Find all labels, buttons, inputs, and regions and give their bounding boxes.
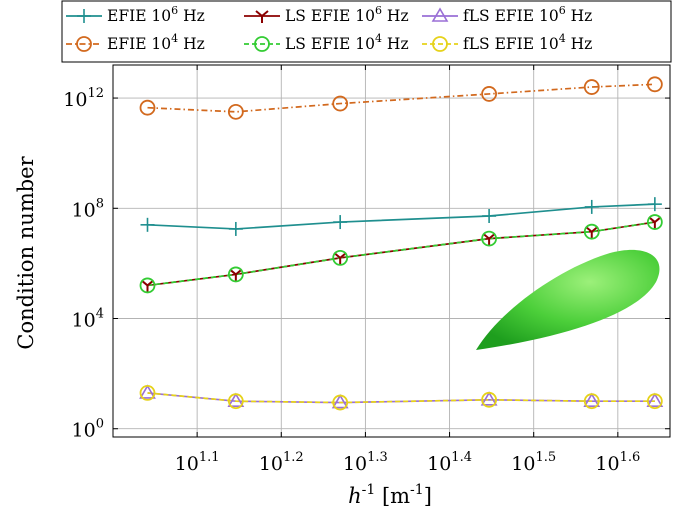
marker-circle bbox=[432, 36, 448, 52]
marker-triangle bbox=[646, 392, 664, 407]
x-tick-label: 101.6 bbox=[595, 450, 640, 475]
marker-triangle bbox=[583, 392, 601, 407]
series-line bbox=[147, 203, 655, 230]
marker-tri-left bbox=[255, 10, 263, 17]
plot-frame bbox=[112, 64, 671, 438]
marker-circle bbox=[139, 99, 156, 116]
marker-circle bbox=[227, 393, 244, 410]
marker-plus bbox=[647, 197, 662, 212]
marker-plus bbox=[140, 217, 155, 232]
legend-label: fLS EFIE 106 Hz bbox=[463, 4, 592, 25]
marker-triangle bbox=[331, 393, 349, 409]
y-tick-label: 108 bbox=[72, 196, 104, 221]
marker-tri-right bbox=[261, 10, 269, 17]
legend-label: EFIE 104 Hz bbox=[107, 32, 205, 53]
marker-plus bbox=[333, 215, 348, 230]
marker-circle bbox=[254, 36, 270, 52]
ellipsoid-inset-image bbox=[476, 249, 660, 350]
marker-circle bbox=[646, 393, 663, 410]
x-tick-label: 101.2 bbox=[259, 450, 304, 475]
ticks bbox=[113, 65, 670, 437]
marker-circle bbox=[583, 223, 600, 240]
legend-label: LS EFIE 104 Hz bbox=[285, 32, 409, 53]
marker-triangle bbox=[227, 392, 245, 407]
marker-circle bbox=[481, 230, 498, 247]
series-line bbox=[147, 83, 655, 113]
marker-circle bbox=[646, 76, 663, 93]
series-line bbox=[147, 392, 655, 404]
x-tick-label: 101.5 bbox=[511, 450, 556, 475]
marker-circle bbox=[646, 214, 663, 230]
plot-area bbox=[112, 64, 671, 438]
x-tick-label: 101.4 bbox=[427, 450, 472, 475]
marker-plus bbox=[482, 209, 497, 224]
marker-plus bbox=[584, 199, 599, 214]
marker-circle bbox=[481, 391, 498, 408]
marker-circle bbox=[139, 385, 156, 401]
legend-box bbox=[61, 0, 672, 63]
grid bbox=[113, 65, 670, 437]
marker-circle bbox=[332, 394, 349, 411]
marker-tri bbox=[255, 10, 269, 23]
x-tick-label: 101.1 bbox=[175, 450, 220, 475]
marker-circle bbox=[227, 103, 244, 120]
marker-circle bbox=[332, 95, 349, 112]
y-tick-labels: 100 104 108 1012 bbox=[63, 86, 104, 442]
marker-plus bbox=[228, 221, 243, 236]
y-tick-label: 1012 bbox=[63, 86, 104, 111]
series-markers bbox=[139, 76, 664, 411]
series-line bbox=[147, 221, 655, 287]
y-axis-label: Condition number bbox=[14, 155, 38, 349]
x-axis-label: h-1 [m-1] bbox=[348, 482, 432, 508]
y-tick-label: 104 bbox=[72, 307, 104, 332]
marker-circle bbox=[332, 249, 349, 266]
series-lines bbox=[147, 83, 655, 404]
marker-circle bbox=[583, 79, 600, 95]
marker-triangle bbox=[431, 7, 449, 22]
marker-circle bbox=[583, 393, 600, 410]
legend-label: fLS EFIE 104 Hz bbox=[463, 32, 592, 53]
marker-triangle bbox=[139, 384, 156, 399]
marker-plus bbox=[77, 9, 91, 23]
y-tick-label: 100 bbox=[72, 417, 104, 442]
marker-circle bbox=[139, 277, 156, 294]
legend: EFIE 106 Hz LS EFIE 106 Hz fLS EFIE 106 Hz… bbox=[61, 0, 672, 63]
x-tick-label: 101.3 bbox=[343, 450, 388, 475]
marker-circle bbox=[227, 266, 244, 283]
marker-circle bbox=[76, 36, 92, 52]
marker-circle bbox=[481, 86, 498, 102]
legend-label: LS EFIE 106 Hz bbox=[285, 4, 409, 25]
x-tick-labels: 101.1 101.2 101.3 101.4 101.5 101.6 bbox=[175, 450, 641, 475]
series-line bbox=[147, 392, 655, 404]
legend-label: EFIE 106 Hz bbox=[107, 4, 205, 25]
marker-triangle bbox=[480, 391, 498, 406]
